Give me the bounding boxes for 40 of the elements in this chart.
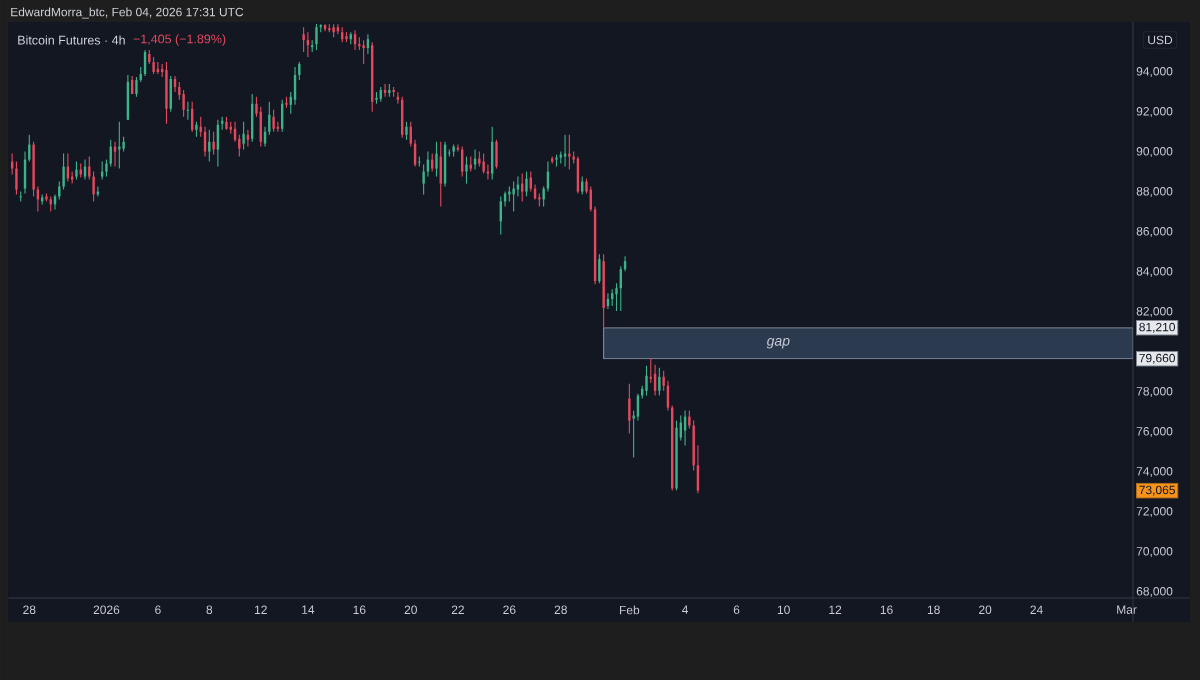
- y-tick-label: 72,000: [1136, 507, 1173, 517]
- x-tick-label: 4: [682, 605, 689, 614]
- x-tick-label: Feb: [620, 605, 640, 615]
- text: −1,405 (−1.89%): [133, 34, 226, 46]
- x-tick-label: 16: [353, 605, 366, 615]
- x-tick-label: 8: [206, 605, 213, 615]
- x-tick-label: 28: [23, 605, 36, 615]
- x-tick-label: 2026: [93, 605, 120, 615]
- candlestick: [418, 156, 421, 168]
- text: Bitcoin Futures · 4h: [18, 35, 125, 45]
- x-tick-label: 24: [1030, 605, 1043, 614]
- x-tick-label: 26: [503, 605, 516, 615]
- x-tick-label: 20: [404, 605, 417, 615]
- y-tick-label: 92,000: [1136, 107, 1173, 117]
- y-tick-label: 84,000: [1136, 267, 1173, 277]
- y-axis-title: USD: [1148, 35, 1173, 45]
- x-tick-label: 20: [979, 605, 992, 615]
- y-tick-label: 74,000: [1136, 467, 1173, 477]
- x-tick-label: 12: [829, 605, 842, 614]
- y-tick-label: 94,000: [1136, 67, 1173, 77]
- x-tick-label: 10: [777, 605, 790, 615]
- x-tick-label: 12: [254, 605, 267, 614]
- x-tick-label: 6: [733, 605, 740, 615]
- x-tick-label: 28: [554, 605, 567, 615]
- x-tick-label: 22: [451, 605, 464, 614]
- band-label: gap: [766, 338, 790, 349]
- x-tick-label: Mar: [1117, 605, 1137, 614]
- x-tick-label: 18: [927, 605, 940, 615]
- text: EdwardMorra_btc, Feb 04, 2026 17:31 UTC: [11, 7, 244, 19]
- y-tick-label: 78,000: [1136, 387, 1173, 397]
- x-tick-label: 16: [880, 605, 893, 615]
- y-tick-label: 86,000: [1136, 227, 1173, 237]
- x-tick-label: 6: [155, 605, 161, 615]
- y-tick-label: 88,000: [1136, 187, 1173, 197]
- y-tick-label: 76,000: [1136, 427, 1173, 437]
- y-tick-label: 68,000: [1136, 587, 1173, 597]
- y-tick-label: 82,000: [1136, 307, 1173, 317]
- y-tick-label: 90,000: [1136, 147, 1173, 157]
- y-tick-label: 70,000: [1136, 547, 1173, 557]
- x-tick-label: 14: [302, 605, 315, 614]
